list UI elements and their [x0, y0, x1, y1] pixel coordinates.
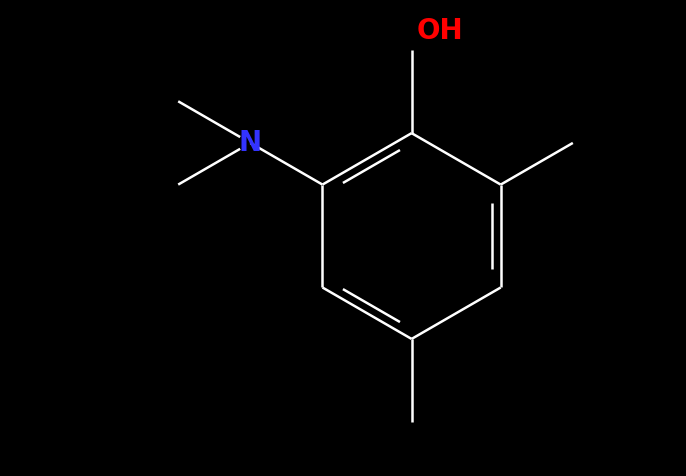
Text: OH: OH	[416, 17, 463, 45]
Text: N: N	[239, 129, 262, 157]
